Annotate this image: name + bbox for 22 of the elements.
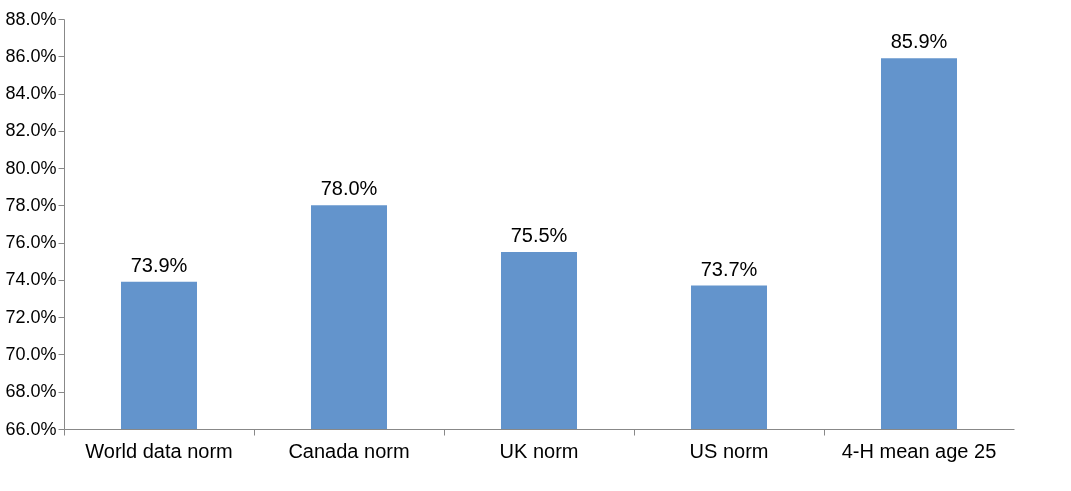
- y-tick-label: 70.0%: [5, 343, 57, 364]
- x-tick-label: World data norm: [85, 439, 233, 462]
- y-tick-label: 66.0%: [5, 418, 57, 439]
- y-tick-label: 74.0%: [5, 269, 57, 290]
- x-tick-label: US norm: [689, 439, 769, 462]
- y-tick-label: 76.0%: [5, 232, 57, 253]
- y-tick-label: 68.0%: [5, 381, 57, 402]
- y-tick-label: 82.0%: [5, 120, 57, 141]
- y-tick-label: 86.0%: [5, 45, 57, 66]
- data-label: 73.7%: [700, 257, 758, 280]
- x-tick-label: 4-H mean age 25: [841, 439, 997, 462]
- x-tick-label: Canada norm: [288, 439, 410, 462]
- data-label: 85.9%: [890, 30, 948, 53]
- y-tick-label: 80.0%: [5, 157, 57, 178]
- y-tick-label: 78.0%: [5, 194, 57, 215]
- y-tick-label: 88.0%: [5, 8, 57, 29]
- x-tick-label: UK norm: [499, 439, 579, 462]
- data-label: 73.9%: [130, 253, 188, 276]
- data-label: 75.5%: [510, 223, 568, 246]
- data-label: 78.0%: [320, 177, 378, 200]
- y-tick-label: 72.0%: [5, 306, 57, 327]
- y-tick-label: 84.0%: [5, 83, 57, 104]
